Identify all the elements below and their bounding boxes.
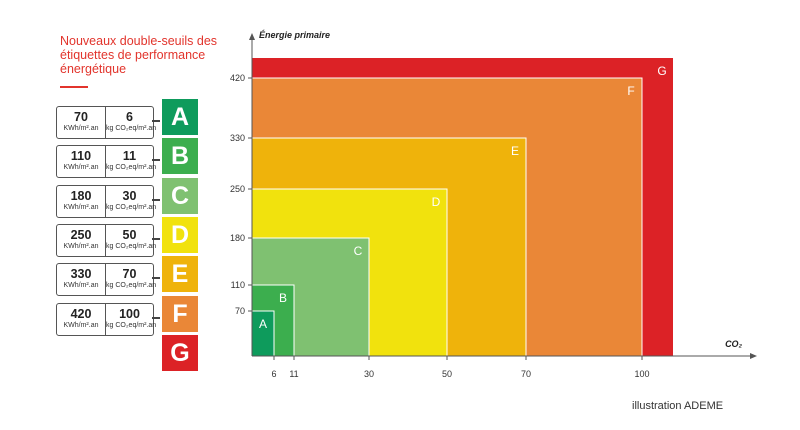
energy-unit: KWh/m².an <box>63 203 99 211</box>
class-letter-badge: A <box>162 99 198 135</box>
energy-threshold: 70 <box>74 110 88 124</box>
co2-unit: kg CO₂eq/m².an <box>106 282 157 290</box>
connector-line <box>152 237 160 240</box>
energy-cell: 330 KWh/m².an <box>57 264 106 296</box>
connector-line <box>152 277 160 280</box>
energy-unit: KWh/m².an <box>63 282 99 290</box>
co2-threshold: 6 <box>126 110 133 124</box>
energy-cell: 70 KWh/m².an <box>57 107 106 138</box>
energy-cell: 250 KWh/m².an <box>57 224 106 256</box>
x-axis-arrow <box>750 353 757 359</box>
connector-line <box>152 198 160 201</box>
co2-cell: 6 kg CO₂eq/m².an <box>106 107 157 138</box>
class-letter-badge: G <box>162 334 198 371</box>
energy-unit: KWh/m².an <box>63 321 99 329</box>
class-letter-badge: B <box>162 138 198 175</box>
co2-unit: kg CO₂eq/m².an <box>106 164 157 172</box>
energy-cell: 180 KWh/m².an <box>57 185 106 217</box>
y-axis-arrow <box>249 33 255 40</box>
x-axis-label: CO₂ <box>725 339 743 349</box>
x-tick-label: 30 <box>364 369 374 379</box>
y-tick-label: 110 <box>231 280 245 290</box>
class-area-label: D <box>432 195 441 209</box>
co2-unit: kg CO₂eq/m².an <box>106 321 157 329</box>
threshold-box: 180 KWh/m².an 30 kg CO₂eq/m².an <box>56 184 157 218</box>
x-tick-label: 6 <box>271 369 276 379</box>
co2-threshold: 70 <box>122 267 137 282</box>
co2-cell: 100 kg CO₂eq/m².an <box>106 304 157 335</box>
energy-threshold: 330 <box>70 267 92 282</box>
y-tick-label: 250 <box>230 184 245 194</box>
x-tick-label: 50 <box>442 369 452 379</box>
class-letter-badge: F <box>162 295 198 332</box>
class-letter-badge: E <box>162 256 198 293</box>
threshold-box: 110 KWh/m².an 11 kg CO₂eq/m².an <box>56 145 157 179</box>
co2-threshold: 11 <box>122 149 137 164</box>
connector-line <box>152 316 160 319</box>
y-tick-label: 180 <box>230 233 245 243</box>
co2-unit: kg CO₂eq/m².an <box>106 125 157 132</box>
y-tick-label: 70 <box>235 306 245 316</box>
co2-cell: 30 kg CO₂eq/m².an <box>106 186 157 217</box>
energy-unit: KWh/m².an <box>63 125 99 132</box>
class-letter-badge: D <box>162 216 198 253</box>
chart-title: Nouveaux double-seuils des étiquettes de… <box>60 34 218 76</box>
x-tick-label: 11 <box>289 369 298 379</box>
co2-unit: kg CO₂eq/m².an <box>106 242 157 250</box>
co2-cell: 50 kg CO₂eq/m².an <box>106 225 157 256</box>
co2-cell: 70 kg CO₂eq/m².an <box>106 264 157 295</box>
co2-cell: 11 kg CO₂eq/m².an <box>106 146 157 177</box>
class-area-label: G <box>657 64 666 78</box>
y-tick-label: 330 <box>230 133 245 143</box>
energy-unit: KWh/m².an <box>63 164 99 172</box>
y-axis-label: Énergie primaire <box>259 30 330 40</box>
title-rule <box>60 86 88 88</box>
co2-unit: kg CO₂eq/m².an <box>106 203 157 211</box>
co2-threshold: 100 <box>119 306 140 321</box>
credit-text: illustration ADEME <box>632 400 724 412</box>
x-tick-label: 70 <box>521 369 531 379</box>
class-area-label: F <box>627 84 634 98</box>
x-tick-label: 100 <box>634 369 649 379</box>
threshold-box: 420 KWh/m².an 100 kg CO₂eq/m².an <box>56 302 157 336</box>
threshold-box: 330 KWh/m².an 70 kg CO₂eq/m².an <box>56 263 157 297</box>
connector-line <box>152 120 160 122</box>
energy-threshold: 180 <box>70 188 92 203</box>
energy-threshold: 420 <box>70 306 92 321</box>
energy-threshold: 110 <box>70 149 92 164</box>
energy-cell: 110 KWh/m².an <box>57 146 106 178</box>
threshold-box: 70 KWh/m².an 6 kg CO₂eq/m².an <box>56 106 157 139</box>
class-letter-badge: C <box>162 177 198 214</box>
y-tick-label: 420 <box>230 73 245 83</box>
class-area-label: B <box>279 291 287 305</box>
energy-unit: KWh/m².an <box>63 242 99 250</box>
threshold-box: 250 KWh/m².an 50 kg CO₂eq/m².an <box>56 223 157 257</box>
class-area-label: A <box>259 317 267 331</box>
connector-line <box>152 159 160 162</box>
energy-cell: 420 KWh/m².an <box>57 303 106 335</box>
co2-threshold: 30 <box>122 188 137 203</box>
energy-threshold: 250 <box>70 227 92 242</box>
co2-threshold: 50 <box>122 227 137 242</box>
class-area-label: C <box>354 244 363 258</box>
class-area-label: E <box>511 144 519 158</box>
